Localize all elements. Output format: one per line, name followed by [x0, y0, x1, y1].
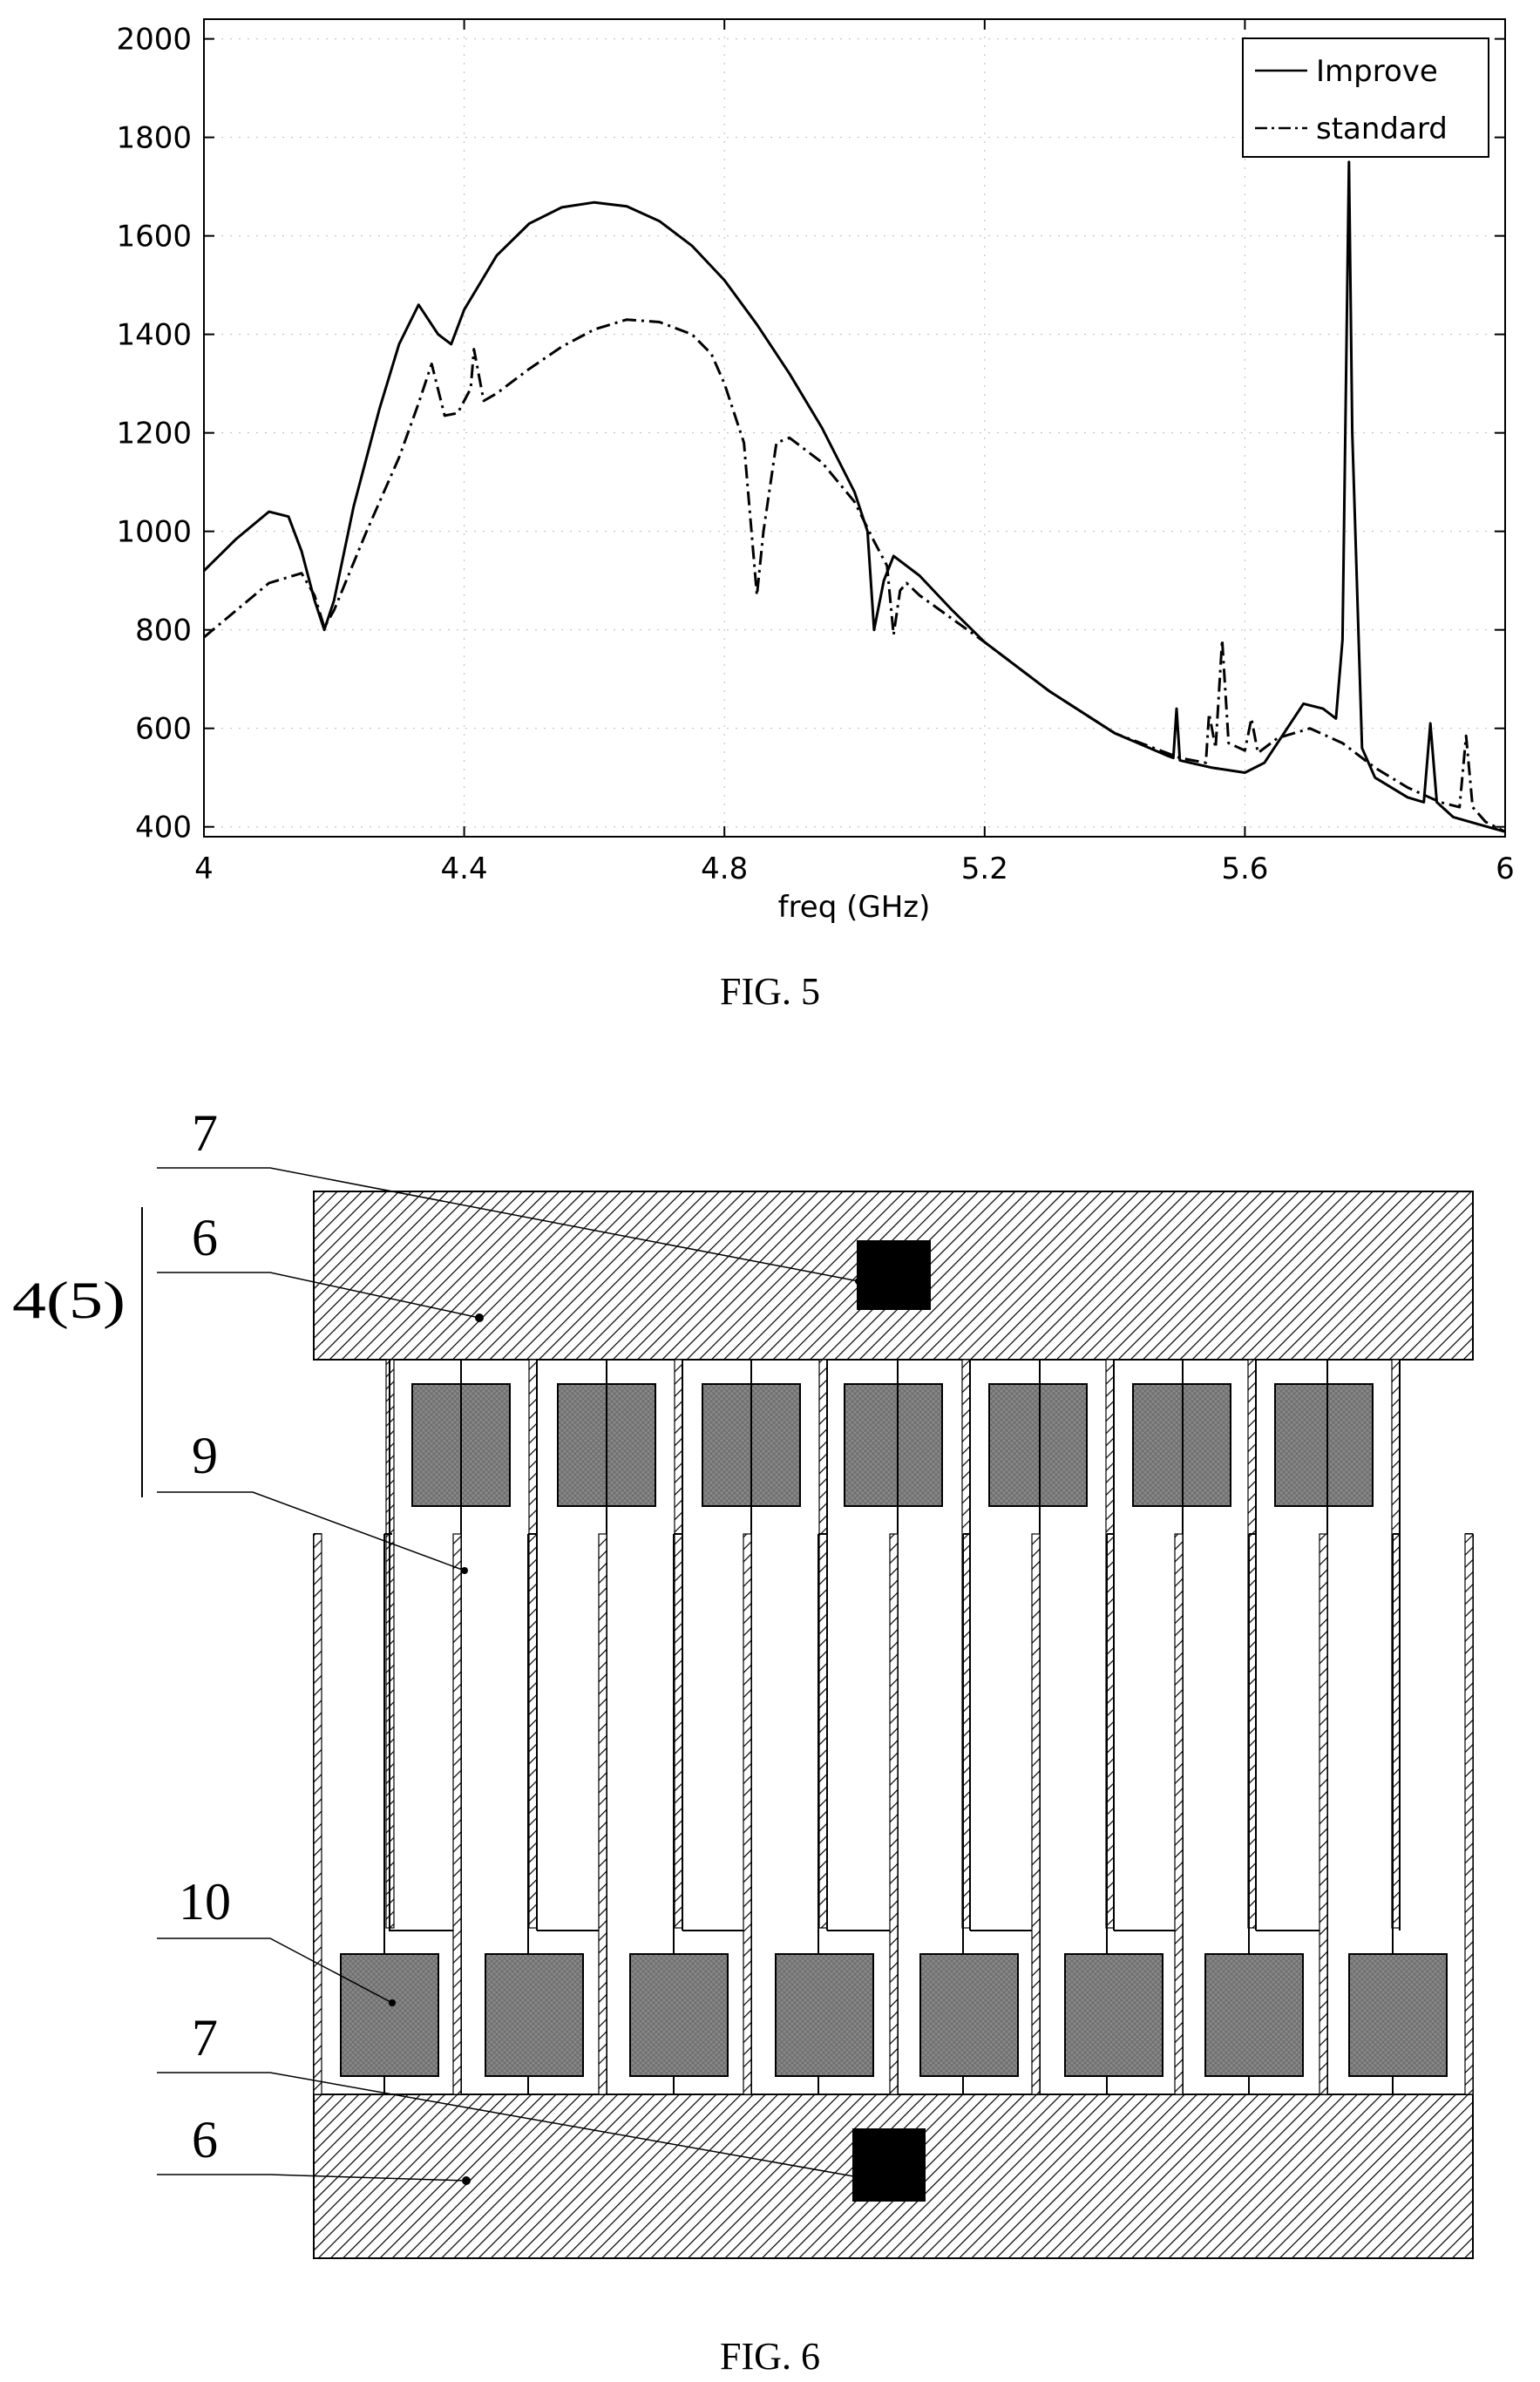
x-tick-label: 4	[194, 852, 214, 886]
label-7-top: 7	[192, 1104, 218, 1162]
fig5-caption: FIG. 5	[720, 970, 820, 1013]
finger-pair	[818, 1359, 943, 1929]
legend-box	[1242, 37, 1489, 158]
top-contact-pad	[857, 1240, 931, 1310]
x-axis-label: freq (GHz)	[778, 890, 931, 925]
x-tick-label: 5.2	[961, 852, 1008, 886]
label-6-top: 6	[192, 1209, 218, 1266]
finger-pair	[1105, 1359, 1231, 1929]
series-lines	[202, 160, 1506, 833]
upper-fingers	[385, 1359, 1401, 1931]
finger-pair	[1247, 1359, 1374, 1929]
x-tick-label: 4.4	[441, 852, 488, 886]
reference-labels: 7 6 4(5) 9 10 7 6	[12, 1104, 862, 2185]
grid	[204, 19, 1505, 837]
y-tick-label: 1200	[116, 417, 192, 451]
legend-label-standard: standard	[1316, 112, 1448, 146]
y-tick-label: 1400	[116, 318, 192, 353]
finger-pair	[528, 1359, 656, 1929]
y-tick-label: 1800	[116, 121, 192, 156]
y-tick-label: 2000	[116, 23, 192, 58]
x-tick-label: 4.8	[701, 852, 748, 886]
legend-label-improve: Improve	[1316, 54, 1438, 89]
fig6-caption: FIG. 6	[720, 2335, 820, 2378]
series-line-standard	[203, 318, 1506, 833]
y-tick-label: 800	[135, 614, 192, 648]
series-line-improve	[202, 160, 1506, 833]
y-tick-label: 1000	[116, 515, 192, 550]
finger-pair	[961, 1359, 1088, 1929]
y-tick-label: 400	[135, 811, 192, 845]
legend: Improve standard	[1242, 37, 1489, 158]
x-tick-label: 6	[1496, 852, 1515, 886]
label-9: 9	[192, 1427, 218, 1484]
label-7-bottom: 7	[192, 2009, 218, 2066]
fig5-chart: 4 4.4 4.8 5.2 5.6 6 400 600 800 1000 1200 1400 1600 1…	[116, 18, 1515, 925]
label-10: 10	[179, 1873, 231, 1931]
finger-pair	[385, 1359, 511, 1931]
y-tick-label: 1600	[116, 220, 192, 254]
label-4-5: 4(5)	[12, 1272, 126, 1329]
lower-fingers	[313, 1533, 1474, 2095]
bottom-contact-pad	[852, 2128, 926, 2202]
y-tick-label: 600	[135, 712, 192, 747]
finger-pair	[674, 1359, 801, 1929]
axis-ticks: 4 4.4 4.8 5.2 5.6 6 400 600 800 1000 1200 1400 1600 1…	[116, 19, 1515, 886]
label-6-bottom: 6	[192, 2111, 218, 2168]
fig6-diagram: 7 6 4(5) 9 10 7 6	[12, 1104, 1474, 2259]
x-tick-label: 5.6	[1221, 852, 1268, 886]
plot-frame	[203, 18, 1506, 838]
